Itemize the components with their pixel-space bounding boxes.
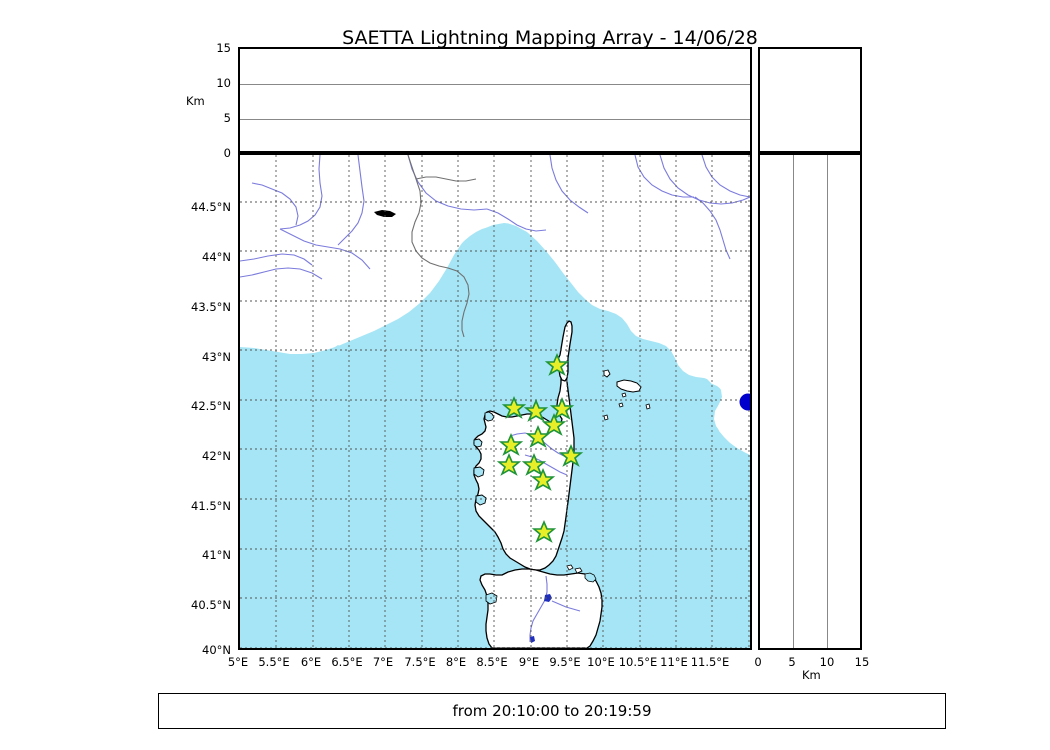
status-bar[interactable]: from 20:10:00 to 20:19:59 bbox=[158, 693, 946, 729]
land-north-of-ligurian bbox=[240, 155, 750, 454]
island-lavezzi bbox=[566, 564, 574, 571]
ytick-lat-44p5: 44.5°N bbox=[191, 200, 231, 214]
xtick-lon-9: 9°E bbox=[518, 655, 540, 669]
xtick-km-15: 15 bbox=[854, 655, 870, 669]
station-star bbox=[541, 412, 567, 436]
river-adige bbox=[549, 155, 589, 214]
ytick-lat-43p5: 43.5°N bbox=[191, 300, 231, 314]
border-france-italy bbox=[407, 155, 470, 338]
border-switzerland bbox=[415, 176, 477, 182]
ytick-lat-42p5: 42.5°N bbox=[191, 399, 231, 413]
xtick-km-5: 5 bbox=[788, 655, 796, 669]
river-saone bbox=[337, 155, 365, 246]
ytick-lat-42: 42°N bbox=[202, 449, 231, 463]
ytick-lat-41p5: 41.5°N bbox=[191, 499, 231, 513]
river-france-sw bbox=[240, 253, 313, 266]
xtick-km-10: 10 bbox=[819, 655, 835, 669]
river-arno bbox=[634, 155, 694, 198]
island-elba bbox=[616, 379, 642, 393]
station-star bbox=[530, 467, 556, 491]
lake-omodeo bbox=[544, 594, 552, 602]
station-star bbox=[525, 424, 551, 448]
xtick-lon-11: 11°E bbox=[660, 655, 688, 669]
corsica-west-gulfs bbox=[484, 411, 495, 422]
xtick-lon-8p5: 8.5°E bbox=[476, 655, 508, 669]
station-star bbox=[549, 396, 575, 420]
river-italy-ne bbox=[701, 155, 750, 198]
river-tiber bbox=[694, 196, 731, 260]
xtick-lon-10: 10°E bbox=[587, 655, 615, 669]
xlabel-km-right: Km bbox=[802, 668, 821, 682]
gridline-alt-10 bbox=[240, 84, 750, 85]
station-star bbox=[498, 432, 524, 456]
island-gorgona bbox=[621, 392, 627, 398]
corsica-gulf-porto bbox=[473, 438, 483, 448]
island-maddalena bbox=[574, 567, 583, 574]
xtick-lon-5p5: 5.5°E bbox=[258, 655, 290, 669]
gridline-km-10 bbox=[827, 155, 828, 648]
ytick-alt-5: 5 bbox=[223, 111, 231, 125]
xtick-lon-6p5: 6.5°E bbox=[331, 655, 363, 669]
island-pianosa bbox=[618, 402, 624, 408]
ytick-lat-43: 43°N bbox=[202, 350, 231, 364]
corsica-gulf-valinco bbox=[475, 494, 487, 506]
ytick-alt-0: 0 bbox=[223, 146, 231, 160]
river-tirso bbox=[529, 575, 548, 642]
altitude-longitude-panel[interactable] bbox=[238, 47, 752, 153]
xtick-lon-7: 7°E bbox=[372, 655, 394, 669]
geographic-map-panel[interactable] bbox=[238, 153, 752, 650]
xtick-lon-7p5: 7.5°E bbox=[404, 655, 436, 669]
station-star bbox=[558, 443, 584, 467]
river-po-branch bbox=[486, 208, 547, 232]
river-durance bbox=[279, 228, 371, 270]
altitude-histogram-panel[interactable] bbox=[758, 47, 862, 153]
river-rhone bbox=[279, 155, 323, 230]
station-star bbox=[523, 398, 549, 422]
status-text: from 20:10:00 to 20:19:59 bbox=[452, 702, 652, 720]
lake-geneva bbox=[374, 210, 396, 217]
ytick-lat-41: 41°N bbox=[202, 548, 231, 562]
station-star bbox=[496, 452, 522, 476]
river-tavignano bbox=[524, 454, 568, 476]
river-alps-west bbox=[251, 182, 299, 226]
station-star bbox=[544, 352, 570, 376]
island-capraia bbox=[603, 369, 611, 378]
corsica-gulf-ajaccio bbox=[473, 466, 485, 478]
ytick-alt-15: 15 bbox=[216, 41, 231, 55]
gridline-alt-5 bbox=[240, 119, 750, 120]
xtick-lon-9p5: 9.5°E bbox=[549, 655, 581, 669]
island-sardinia bbox=[479, 568, 603, 648]
xtick-lon-8: 8°E bbox=[445, 655, 467, 669]
station-star bbox=[521, 452, 547, 476]
river-flumendosa bbox=[551, 600, 581, 612]
station-star bbox=[501, 395, 527, 419]
gridline-km-5 bbox=[793, 155, 794, 648]
xtick-km-0: 0 bbox=[754, 655, 762, 669]
riviera-coast-sea bbox=[240, 308, 690, 648]
ytick-lat-40p5: 40.5°N bbox=[191, 598, 231, 612]
ytick-alt-10: 10 bbox=[216, 76, 231, 90]
xtick-lon-10p5: 10.5°E bbox=[618, 655, 658, 669]
xtick-lon-11p5: 11.5°E bbox=[690, 655, 730, 669]
sardinia-ne-coast bbox=[584, 572, 597, 583]
station-markers bbox=[496, 352, 584, 543]
sardinia-west-bay bbox=[485, 592, 498, 605]
page-title: SAETTA Lightning Mapping Array - 14/06/2… bbox=[342, 27, 758, 49]
river-france-south bbox=[240, 267, 323, 280]
ylabel-km-top: Km bbox=[186, 94, 205, 108]
ytick-lat-44: 44°N bbox=[202, 250, 231, 264]
xtick-lon-5: 5°E bbox=[227, 655, 249, 669]
island-giglio bbox=[645, 403, 651, 410]
station-star bbox=[531, 519, 557, 543]
ytick-lat-40: 40°N bbox=[202, 643, 231, 657]
latitude-altitude-panel[interactable] bbox=[758, 153, 862, 650]
blue-marker bbox=[739, 393, 750, 411]
island-montecristo bbox=[603, 414, 609, 421]
xtick-lon-6: 6°E bbox=[300, 655, 322, 669]
map-svg bbox=[240, 155, 750, 648]
